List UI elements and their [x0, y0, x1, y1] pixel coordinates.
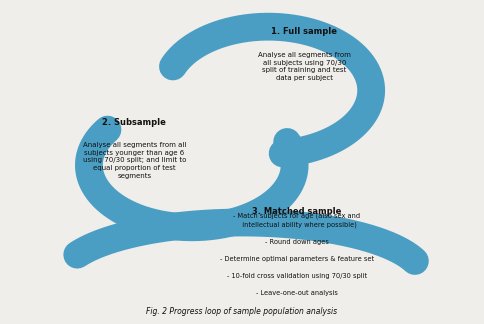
Text: 1. Full sample: 1. Full sample [271, 27, 337, 36]
Text: Analyse all segments from
all subjects using 70/30
split of training and test
da: Analyse all segments from all subjects u… [258, 52, 350, 81]
Text: - Match subjects for age (also sex and
  intellectual ability where possible)

-: - Match subjects for age (also sex and i… [220, 213, 374, 296]
Text: 2. Subsample: 2. Subsample [103, 118, 166, 127]
Text: Analyse all segments from all
subjects younger than age 6
using 70/30 split; and: Analyse all segments from all subjects y… [83, 142, 186, 179]
Text: Fig. 2 Progress loop of sample population analysis: Fig. 2 Progress loop of sample populatio… [147, 307, 337, 317]
Text: 3. Matched sample: 3. Matched sample [252, 207, 342, 216]
